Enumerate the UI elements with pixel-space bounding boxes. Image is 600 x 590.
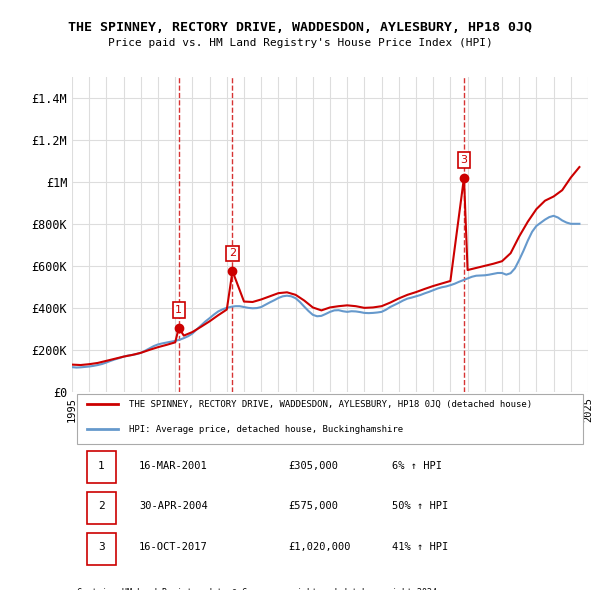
Text: 3: 3 — [460, 155, 467, 165]
Text: 2: 2 — [229, 248, 236, 258]
FancyBboxPatch shape — [88, 491, 116, 524]
Text: 3: 3 — [98, 542, 105, 552]
FancyBboxPatch shape — [88, 451, 116, 483]
Text: HPI: Average price, detached house, Buckinghamshire: HPI: Average price, detached house, Buck… — [129, 425, 403, 434]
Text: THE SPINNEY, RECTORY DRIVE, WADDESDON, AYLESBURY, HP18 0JQ: THE SPINNEY, RECTORY DRIVE, WADDESDON, A… — [68, 21, 532, 34]
Text: 16-MAR-2001: 16-MAR-2001 — [139, 461, 208, 470]
Text: 50% ↑ HPI: 50% ↑ HPI — [392, 502, 448, 512]
Text: 1: 1 — [98, 461, 105, 470]
Text: £1,020,000: £1,020,000 — [289, 542, 351, 552]
Text: £305,000: £305,000 — [289, 461, 339, 470]
Text: Price paid vs. HM Land Registry's House Price Index (HPI): Price paid vs. HM Land Registry's House … — [107, 38, 493, 48]
Text: 2: 2 — [98, 502, 105, 512]
FancyBboxPatch shape — [88, 533, 116, 565]
Text: THE SPINNEY, RECTORY DRIVE, WADDESDON, AYLESBURY, HP18 0JQ (detached house): THE SPINNEY, RECTORY DRIVE, WADDESDON, A… — [129, 399, 532, 408]
Text: £575,000: £575,000 — [289, 502, 339, 512]
Text: 16-OCT-2017: 16-OCT-2017 — [139, 542, 208, 552]
Text: 41% ↑ HPI: 41% ↑ HPI — [392, 542, 448, 552]
Text: 6% ↑ HPI: 6% ↑ HPI — [392, 461, 442, 470]
Text: 1: 1 — [175, 305, 182, 315]
Text: 30-APR-2004: 30-APR-2004 — [139, 502, 208, 512]
Text: Contains HM Land Registry data © Crown copyright and database right 2024.: Contains HM Land Registry data © Crown c… — [77, 588, 442, 590]
FancyBboxPatch shape — [77, 394, 583, 444]
